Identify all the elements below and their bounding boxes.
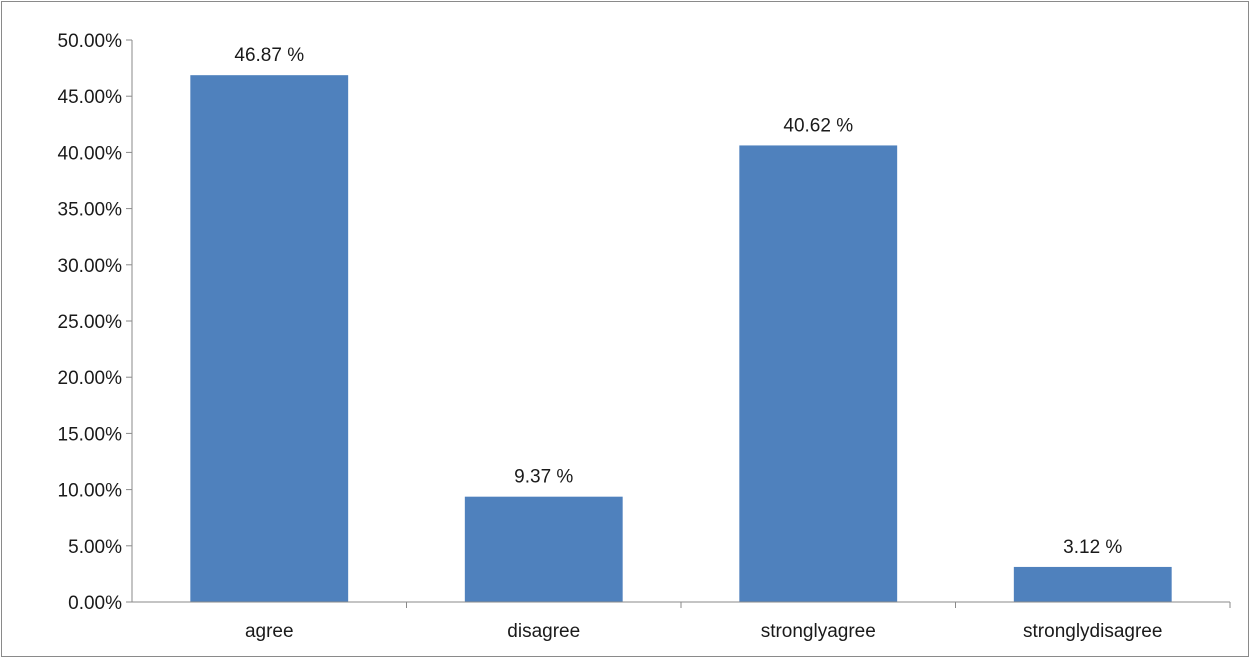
category-label-stronglydisagree: stronglydisagree (1023, 621, 1162, 642)
y-tick-label: 40.00% (58, 143, 123, 164)
category-label-stronglyagree: stronglyagree (761, 621, 876, 642)
y-tick-label: 20.00% (58, 368, 123, 389)
y-tick-label: 25.00% (58, 312, 123, 333)
bars (190, 75, 1172, 602)
y-tick-label: 10.00% (58, 481, 123, 502)
bar-stronglyagree (739, 145, 898, 602)
data-label-disagree: 9.37 % (514, 467, 573, 488)
category-label-agree: agree (245, 621, 294, 642)
category-labels: agree disagree stronglyagree stronglydisagr… (245, 602, 1231, 642)
bar-disagree (464, 496, 623, 602)
bar-stronglydisagree (1013, 566, 1172, 602)
data-labels: 46.87 % 9.37 % 40.62 % 3.12 % (234, 45, 1122, 558)
y-tick-label: 30.00% (58, 256, 123, 277)
data-label-stronglydisagree: 3.12 % (1063, 537, 1122, 558)
y-tick-label: 35.00% (58, 200, 123, 221)
y-tick-label: 45.00% (58, 87, 123, 108)
y-axis-ticks: 0.00% 5.00% 10.00% 15.00% 20.00% 25.00% 30.00%… (58, 31, 132, 614)
y-tick-label: 15.00% (58, 424, 123, 445)
category-label-disagree: disagree (507, 621, 580, 642)
y-tick-label: 0.00% (68, 593, 122, 614)
bar-agree (190, 75, 349, 602)
y-tick-label: 50.00% (58, 31, 123, 52)
data-label-agree: 46.87 % (234, 45, 304, 66)
data-label-stronglyagree: 40.62 % (783, 115, 853, 136)
y-tick-label: 5.00% (68, 537, 122, 558)
